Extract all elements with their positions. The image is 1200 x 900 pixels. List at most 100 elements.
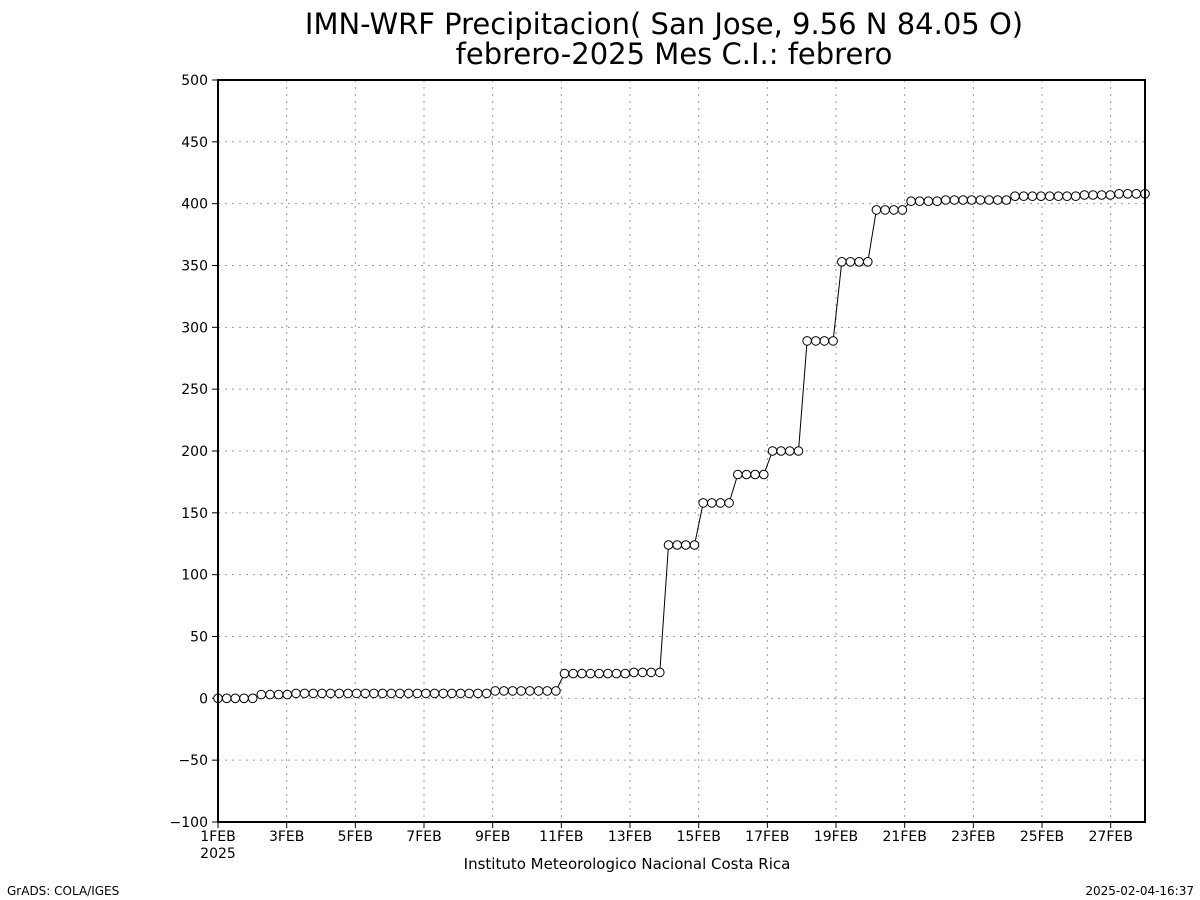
data-point (681, 540, 691, 550)
x-tick-label: 1FEB (200, 829, 235, 845)
y-tick-label: 50 (190, 630, 208, 646)
x-tick-label: 5FEB (338, 829, 373, 845)
data-point (1027, 191, 1038, 201)
data-point (421, 688, 431, 699)
x-tick-label: 19FEB (814, 829, 858, 845)
data-point (247, 693, 258, 704)
data-point (707, 498, 717, 508)
data-point (646, 667, 657, 678)
data-point (1105, 190, 1116, 200)
data-point (863, 257, 873, 267)
data-point (741, 469, 752, 480)
data-point (1131, 189, 1142, 199)
data-point (525, 686, 535, 696)
x-tick-label: 11FEB (539, 829, 583, 845)
y-tick-label: 150 (181, 506, 208, 522)
data-point (1079, 190, 1090, 200)
data-point (966, 195, 977, 205)
data-point (360, 688, 371, 699)
data-point (940, 195, 951, 205)
data-point (984, 195, 994, 205)
data-point (906, 196, 916, 206)
data-point (992, 195, 1003, 205)
data-point (655, 667, 665, 678)
data-point (1122, 189, 1133, 199)
data-point (464, 688, 475, 699)
data-point (949, 195, 960, 205)
data-point (351, 688, 362, 699)
data-point (845, 257, 856, 267)
x-tick-label: 3FEB (269, 829, 304, 845)
data-point (776, 446, 786, 456)
data-point (854, 257, 864, 267)
x-tick-sublabel: 2025 (200, 846, 236, 862)
data-point (577, 668, 587, 679)
data-point (438, 688, 449, 699)
grid-lines (218, 80, 1145, 822)
series-line (218, 193, 1145, 699)
data-point (308, 688, 319, 699)
data-point (447, 688, 457, 699)
y-tick-label: 450 (181, 135, 208, 151)
data-point (750, 469, 760, 480)
x-tick-label: 27FEB (1089, 829, 1133, 845)
credit-text: Instituto Meteorologico Nacional Costa R… (464, 855, 791, 873)
data-point (724, 498, 734, 508)
data-point (516, 686, 527, 696)
y-tick-label: 300 (181, 320, 208, 336)
data-point (317, 688, 327, 699)
data-point (291, 688, 301, 699)
data-point (958, 195, 968, 205)
series-markers (213, 189, 1150, 704)
data-point (559, 668, 570, 679)
data-point (256, 689, 267, 700)
data-point (585, 668, 596, 679)
data-point (837, 257, 847, 267)
footer-left: GrADS: COLA/IGES (7, 884, 119, 898)
y-tick-label: 500 (181, 73, 208, 89)
data-point (1001, 195, 1012, 205)
data-point (1088, 190, 1098, 200)
data-point (767, 446, 778, 456)
data-point (455, 688, 466, 699)
data-point (551, 686, 561, 696)
data-point (923, 196, 934, 206)
data-point (871, 205, 882, 215)
data-point (897, 205, 908, 215)
data-point (715, 498, 726, 508)
data-point (828, 336, 838, 346)
x-tick-label: 25FEB (1020, 829, 1064, 845)
data-point (481, 688, 492, 699)
y-tick-label: −50 (178, 753, 208, 769)
data-point (273, 689, 284, 700)
data-point (880, 205, 890, 215)
data-point (594, 668, 605, 679)
data-point (1114, 189, 1124, 199)
data-point (499, 686, 509, 696)
data-point (221, 693, 232, 704)
data-point (299, 688, 310, 699)
data-point (568, 668, 579, 679)
data-point (611, 668, 622, 679)
data-point (239, 693, 249, 704)
data-point (325, 688, 336, 699)
data-point (377, 688, 388, 699)
data-point (1036, 191, 1046, 201)
data-point (1018, 191, 1029, 201)
x-tick-label: 23FEB (951, 829, 995, 845)
chart-subtitle: febrero-2025 Mes C.I.: febrero (456, 37, 893, 71)
data-point (811, 336, 821, 346)
data-point (542, 686, 553, 696)
y-tick-label: −100 (170, 815, 208, 831)
data-point (1062, 191, 1072, 201)
y-tick-label: 350 (181, 259, 208, 275)
data-point (490, 686, 501, 696)
data-point (1070, 191, 1081, 201)
y-tick-label: 200 (181, 444, 208, 460)
data-point (759, 469, 769, 480)
data-point (698, 498, 709, 508)
data-point (533, 686, 544, 696)
y-tick-label: 250 (181, 382, 208, 398)
data-point (603, 668, 613, 679)
